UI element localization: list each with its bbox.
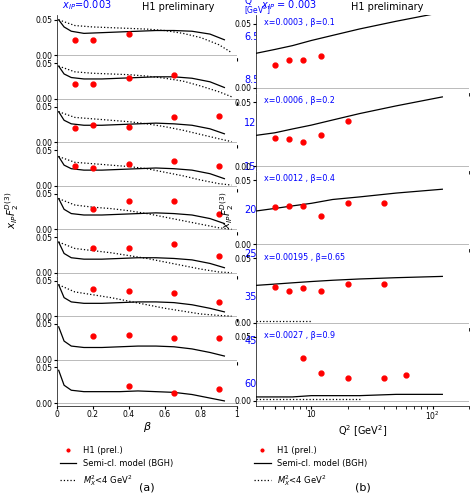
Text: x=0.00195 , β=0.65: x=0.00195 , β=0.65 bbox=[264, 252, 346, 262]
Legend: H1 (prel.), Semi-cl. model (BGH), $M_X^2$<4 GeV$^2$: H1 (prel.), Semi-cl. model (BGH), $M_X^2… bbox=[251, 443, 371, 491]
Text: x=0.0012 , β=0.4: x=0.0012 , β=0.4 bbox=[264, 174, 336, 184]
Text: (a): (a) bbox=[139, 482, 155, 492]
Text: $x_{IP}$=0.003: $x_{IP}$=0.003 bbox=[62, 0, 111, 12]
Text: 35: 35 bbox=[244, 292, 256, 302]
Legend: H1 (prel.), Semi-cl. model (BGH), $M_X^2$<4 GeV$^2$: H1 (prel.), Semi-cl. model (BGH), $M_X^2… bbox=[56, 443, 176, 491]
Text: 25: 25 bbox=[244, 249, 257, 259]
Text: $x_{IP}$ = 0.003: $x_{IP}$ = 0.003 bbox=[261, 0, 317, 12]
Text: (b): (b) bbox=[355, 482, 371, 492]
Text: 15: 15 bbox=[244, 162, 256, 172]
Text: $x_{IP} F_2^{D(3)}$: $x_{IP} F_2^{D(3)}$ bbox=[219, 192, 237, 229]
Text: 20: 20 bbox=[244, 205, 256, 215]
Text: $x_{IP} F_2^{D(3)}$: $x_{IP} F_2^{D(3)}$ bbox=[3, 192, 21, 229]
Text: 8.5: 8.5 bbox=[244, 75, 260, 85]
Text: Q$^2$: Q$^2$ bbox=[244, 0, 257, 8]
Text: 60: 60 bbox=[244, 379, 256, 389]
Text: [GeV$^2$]: [GeV$^2$] bbox=[244, 4, 271, 17]
Text: 6.5: 6.5 bbox=[244, 32, 260, 42]
Text: x=0.0006 , β=0.2: x=0.0006 , β=0.2 bbox=[264, 96, 336, 105]
X-axis label: $\beta$: $\beta$ bbox=[143, 420, 151, 435]
Text: 45: 45 bbox=[244, 336, 256, 346]
X-axis label: Q$^2$ [GeV$^2$]: Q$^2$ [GeV$^2$] bbox=[338, 424, 387, 440]
Text: H1 preliminary: H1 preliminary bbox=[351, 2, 423, 12]
Text: x=0.0003 , β=0.1: x=0.0003 , β=0.1 bbox=[264, 18, 335, 27]
Text: x=0.0027 , β=0.9: x=0.0027 , β=0.9 bbox=[264, 331, 336, 340]
Text: 12: 12 bbox=[244, 118, 256, 129]
Text: H1 preliminary: H1 preliminary bbox=[142, 2, 215, 12]
